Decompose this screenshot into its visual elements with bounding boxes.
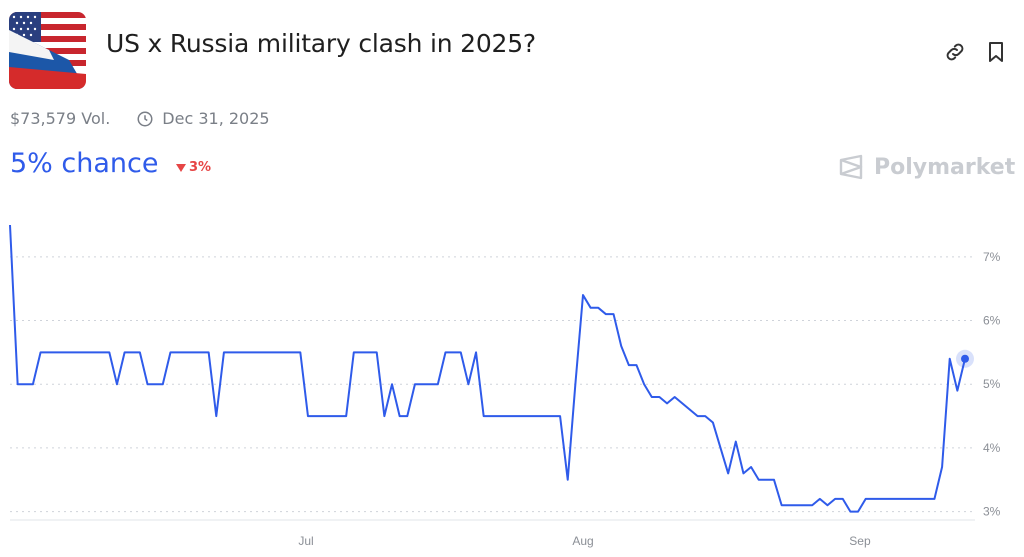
end-date-text: Dec 31, 2025 bbox=[162, 109, 270, 128]
endpoint-marker bbox=[961, 354, 969, 363]
market-meta: $73,579 Vol. Dec 31, 2025 bbox=[10, 109, 270, 128]
y-tick-label: 6% bbox=[983, 314, 1001, 328]
y-tick-label: 4% bbox=[983, 441, 1001, 455]
market-title: US x Russia military clash in 2025? bbox=[106, 29, 536, 58]
brand-text: Polymarket bbox=[874, 154, 1016, 180]
bookmark-icon[interactable] bbox=[984, 40, 1008, 64]
x-tick-label: Jul bbox=[298, 534, 313, 548]
x-tick-label: Sep bbox=[849, 534, 871, 548]
chance-text: 5% chance bbox=[10, 148, 159, 179]
polymarket-brand: Polymarket bbox=[838, 154, 1015, 180]
chart-series-line bbox=[9, 224, 966, 513]
delta-badge: 3% bbox=[176, 160, 211, 175]
down-triangle-icon bbox=[176, 163, 186, 172]
polymarket-logo-icon bbox=[839, 154, 863, 180]
volume-text: $73,579 Vol. bbox=[10, 109, 111, 128]
flag-image-icon bbox=[9, 12, 86, 89]
link-icon[interactable] bbox=[943, 40, 967, 64]
y-tick-label: 7% bbox=[983, 250, 1001, 264]
clock-icon bbox=[137, 111, 153, 126]
y-tick-label: 3% bbox=[983, 505, 1001, 519]
market-thumbnail bbox=[9, 12, 86, 89]
delta-text: 3% bbox=[189, 160, 212, 175]
y-tick-label: 5% bbox=[983, 377, 1001, 391]
x-tick-label: Aug bbox=[572, 534, 593, 548]
